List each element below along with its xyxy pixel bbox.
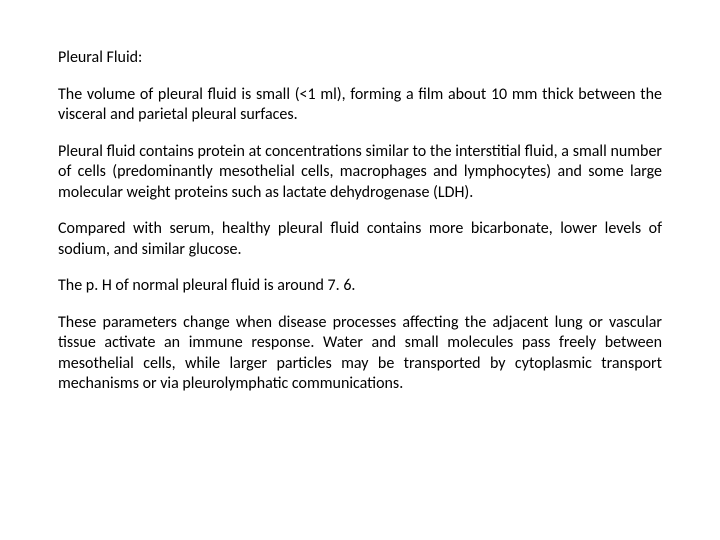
paragraph: The volume of pleural fluid is small (<1… bbox=[58, 85, 662, 126]
slide-page: Pleural Fluid: The volume of pleural flu… bbox=[0, 0, 720, 540]
paragraph: Pleural fluid contains protein at concen… bbox=[58, 142, 662, 203]
paragraph: These parameters change when disease pro… bbox=[58, 313, 662, 395]
paragraph: The p. H of normal pleural fluid is arou… bbox=[58, 276, 662, 296]
slide-title: Pleural Fluid: bbox=[58, 48, 662, 67]
paragraph: Compared with serum, healthy pleural flu… bbox=[58, 219, 662, 260]
